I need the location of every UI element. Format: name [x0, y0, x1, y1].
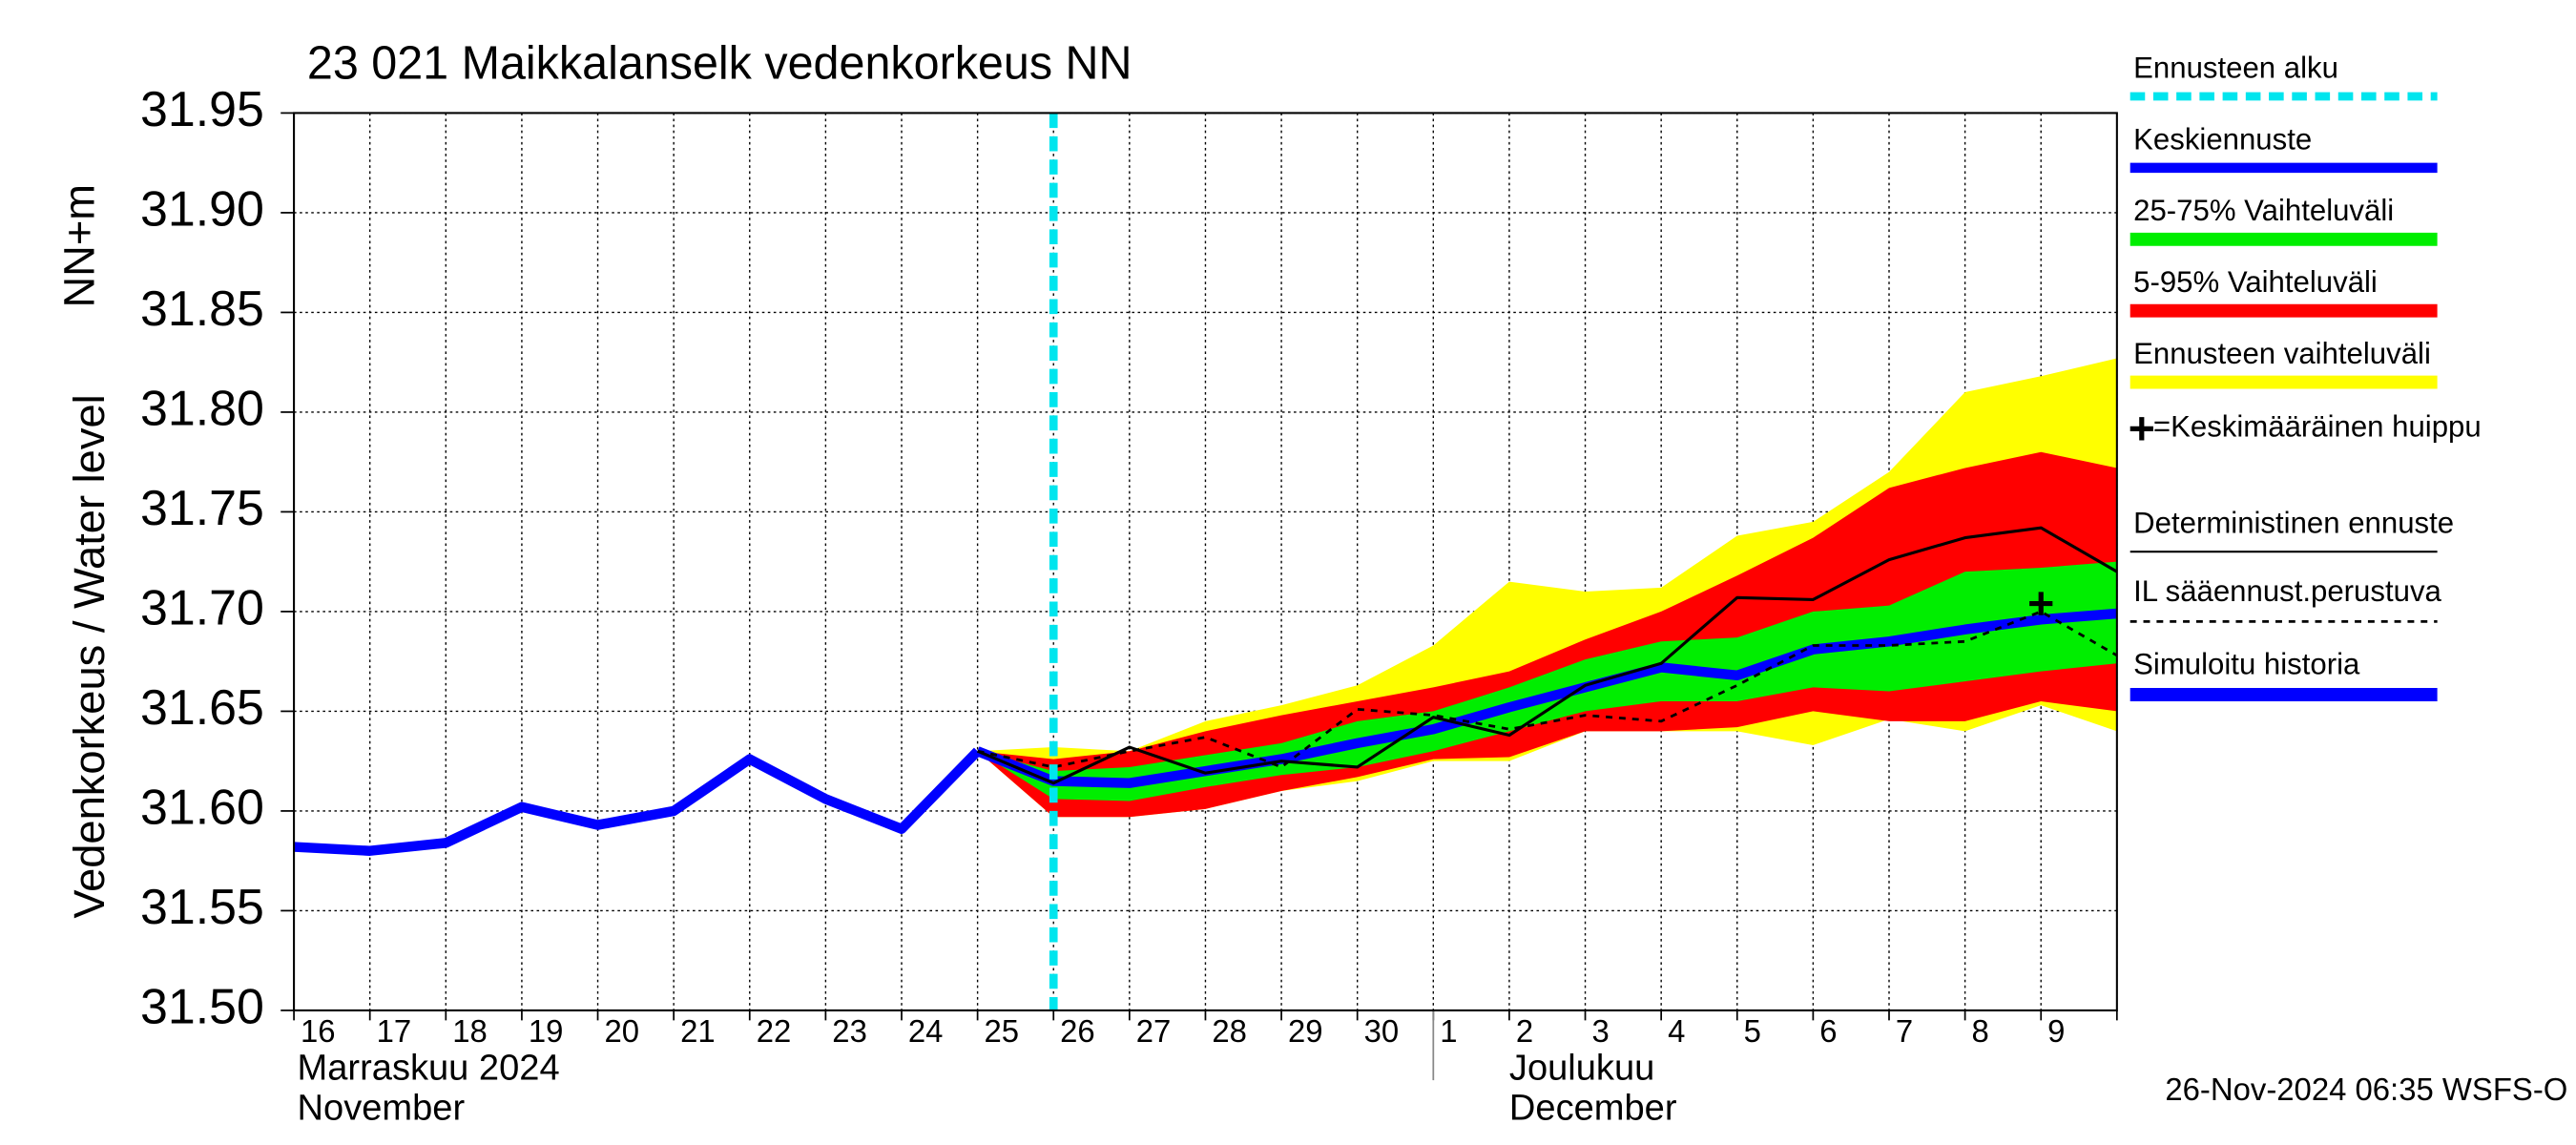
legend-label: Deterministinen ennuste	[2133, 507, 2454, 540]
month-label: Joulukuu	[1509, 1048, 1654, 1089]
peak-marker	[2029, 592, 2053, 615]
y-axis-label: Vedenkorkeus / Water level	[65, 394, 114, 918]
legend-label: 5-95% Vaihteluväli	[2133, 265, 2378, 299]
y-tick-label: 31.50	[140, 980, 264, 1035]
y-tick-label: 31.80	[140, 382, 264, 437]
x-tick-label: 22	[757, 1013, 792, 1049]
x-tick-label: 8	[1972, 1013, 1989, 1049]
legend-label: 25-75% Vaihteluväli	[2133, 194, 2394, 227]
x-tick-label: 5	[1744, 1013, 1761, 1049]
plot-area	[293, 358, 2118, 856]
y-tick-label: 31.90	[140, 182, 264, 238]
x-tick-label: 20	[604, 1013, 639, 1049]
series-line	[977, 526, 2118, 785]
y-tick-label: 31.65	[140, 680, 264, 736]
legend-peak-marker	[2129, 417, 2153, 441]
legend-label: Keskiennuste	[2133, 122, 2312, 156]
x-tick-label: 24	[908, 1013, 944, 1049]
x-tick-label: 27	[1136, 1013, 1172, 1049]
x-tick-label: 25	[985, 1013, 1020, 1049]
band	[977, 561, 2117, 802]
x-tick-label: 9	[2047, 1013, 2065, 1049]
y-axis-unit: NN+m	[55, 184, 104, 308]
x-tick-label: 4	[1668, 1013, 1685, 1049]
legend-label: Simuloitu historia	[2133, 648, 2360, 681]
x-tick-label: 29	[1288, 1013, 1323, 1049]
x-tick-label: 26	[1060, 1013, 1095, 1049]
month-label: Marraskuu 2024	[298, 1048, 560, 1089]
legend-label: Ennusteen vaihteluväli	[2133, 337, 2431, 370]
legend-label: =Keskimääräinen huippu	[2153, 410, 2482, 444]
legend-label: IL sääennust.perustuva	[2133, 574, 2441, 608]
month-label: November	[298, 1087, 466, 1128]
band	[977, 451, 2117, 818]
y-tick-label: 31.95	[140, 82, 264, 137]
y-tick-label: 31.75	[140, 481, 264, 536]
x-tick-label: 16	[301, 1013, 336, 1049]
x-tick-label: 6	[1819, 1013, 1837, 1049]
series-line	[975, 608, 2118, 788]
y-tick-label: 31.60	[140, 781, 264, 836]
x-tick-label: 7	[1896, 1013, 1913, 1049]
y-tick-label: 31.85	[140, 281, 264, 337]
timestamp: 26-Nov-2024 06:35 WSFS-O	[2165, 1072, 2567, 1107]
x-tick-label: 19	[529, 1013, 564, 1049]
x-tick-label: 18	[452, 1013, 488, 1049]
x-tick-label: 2	[1516, 1013, 1533, 1049]
y-tick-label: 31.70	[140, 581, 264, 636]
x-tick-label: 1	[1440, 1013, 1457, 1049]
series-line	[293, 747, 982, 856]
legend-label: Ennusteen alku	[2133, 51, 2338, 84]
x-tick-label: 3	[1591, 1013, 1609, 1049]
y-tick-label: 31.55	[140, 880, 264, 935]
chart-title: 23 021 Maikkalanselk vedenkorkeus NN	[307, 37, 1132, 89]
plot-frame	[293, 112, 2118, 1011]
x-tick-label: 30	[1364, 1013, 1400, 1049]
x-tick-label: 28	[1212, 1013, 1247, 1049]
x-tick-label: 21	[680, 1013, 716, 1049]
x-tick-label: 17	[377, 1013, 412, 1049]
x-tick-label: 23	[832, 1013, 867, 1049]
month-label: December	[1509, 1087, 1677, 1128]
